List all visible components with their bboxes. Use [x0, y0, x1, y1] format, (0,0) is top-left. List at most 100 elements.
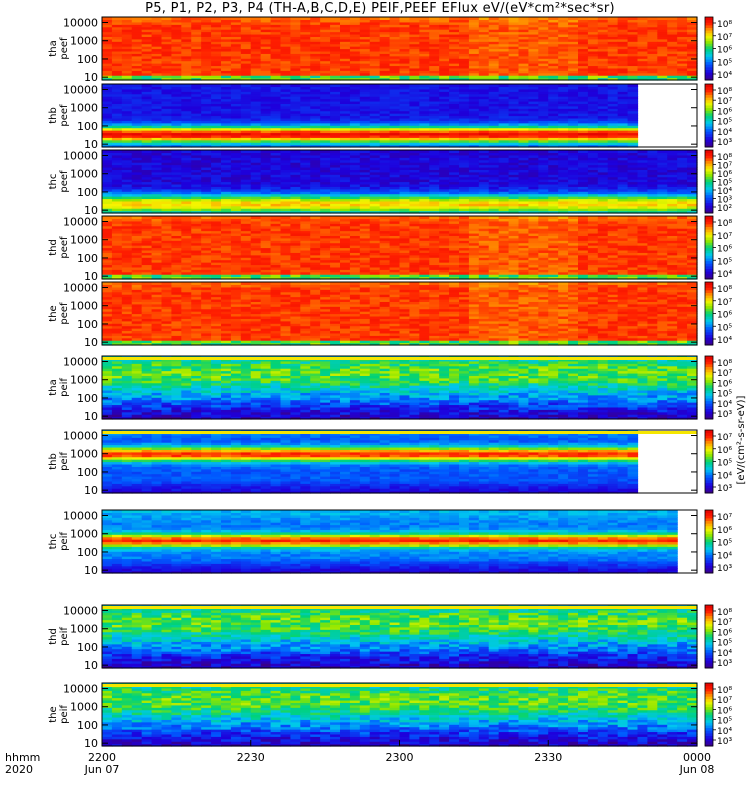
spectrogram-cell [627, 88, 639, 92]
spectrogram-cell [429, 144, 440, 148]
spectrogram-cell [280, 88, 292, 92]
spectrogram-cell [349, 26, 361, 30]
spectrogram-cell [587, 122, 599, 126]
colorbar-tick-label: 10⁴ [717, 71, 732, 81]
spectrogram-cell [121, 98, 133, 102]
spectrogram-cell [429, 43, 440, 47]
spectrogram-cell [597, 33, 609, 37]
spectrogram-cell [578, 103, 589, 107]
spectrogram-cell [280, 93, 292, 97]
spectrogram-cell [379, 67, 391, 71]
spectrogram-cell [349, 53, 361, 57]
spectrogram-cell [221, 17, 232, 21]
spectrogram-cell [419, 134, 430, 138]
spectrogram-cell [111, 50, 123, 54]
spectrogram-cell [568, 55, 579, 59]
spectrogram-cell [260, 142, 272, 146]
spectrogram-cell [687, 48, 698, 52]
spectrogram-cell [310, 26, 321, 30]
spectrogram-cell [449, 17, 460, 21]
spectrogram-cell [399, 122, 411, 126]
spectrogram-cell [230, 46, 242, 50]
spectrogram-cell [141, 181, 153, 185]
spectrogram-cell [369, 93, 381, 97]
spectrogram-cell [260, 98, 272, 102]
spectrogram-cell [389, 63, 401, 67]
spectrogram-cell [389, 38, 401, 42]
spectrogram-cell [290, 21, 301, 25]
spectrogram-cell [131, 120, 143, 124]
spectrogram-cell [607, 139, 619, 143]
spectrogram-cell [111, 152, 123, 156]
spectrogram-cell [657, 17, 668, 21]
spectrogram-cell [637, 17, 649, 21]
spectrogram-cell [508, 122, 520, 126]
spectrogram-cell [191, 120, 202, 124]
spectrogram-cell [468, 103, 480, 107]
spectrogram-cell [488, 72, 500, 76]
spectrogram-cell [389, 19, 401, 23]
spectrogram-cell [300, 88, 311, 92]
spectrogram-cell [429, 60, 440, 64]
spectrogram-cell [449, 75, 460, 79]
spectrogram-cell [359, 21, 371, 25]
spectrogram-cell [102, 157, 113, 161]
spectrogram-cell [290, 127, 301, 131]
spectrogram-cell [518, 100, 530, 104]
spectrogram-cell [141, 103, 153, 107]
spectrogram-cell [349, 137, 361, 141]
spectrogram-cell [627, 31, 639, 35]
spectrogram-cell [578, 84, 589, 88]
spectrogram-cell [290, 139, 301, 143]
spectrogram-cell [508, 72, 520, 76]
spectrogram-cell [538, 26, 549, 30]
spectrogram-cell [310, 21, 321, 25]
spectrogram-cell [270, 88, 282, 92]
spectrogram-cell [459, 33, 470, 37]
spectrogram-cell [191, 50, 202, 54]
spectrogram-cell [607, 50, 619, 54]
spectrogram-cell [211, 98, 222, 102]
spectrogram-cell [111, 193, 123, 197]
spectrogram-cell [191, 77, 202, 81]
spectrogram-cell [349, 31, 361, 35]
spectrogram-cell [587, 75, 599, 79]
spectrogram-cell [478, 55, 490, 59]
spectrogram-cell [340, 96, 351, 100]
spectrogram-cell [627, 132, 639, 136]
spectrogram-cell [221, 139, 232, 143]
spectrogram-cell [399, 38, 411, 42]
spectrogram-cell [330, 120, 341, 124]
spectrogram-cell [607, 17, 619, 21]
spectrogram-cell [657, 19, 668, 23]
spectrogram-cell [310, 75, 321, 79]
spectrogram-cell [657, 65, 668, 69]
spectrogram-cell [488, 108, 500, 112]
spectrogram-cell [617, 122, 629, 126]
spectrogram-cell [548, 115, 559, 119]
spectrogram-cell [439, 144, 450, 148]
spectrogram-cell [171, 77, 182, 81]
spectrogram-cell [478, 75, 490, 79]
spectrogram-cell [102, 120, 113, 124]
spectrogram-cell [151, 103, 163, 107]
spectrogram-cell [667, 70, 678, 74]
spectrogram-cell [211, 122, 222, 126]
spectrogram-cell [349, 113, 361, 117]
spectrogram-cell [191, 86, 202, 90]
spectrogram-cell [102, 142, 113, 146]
spectrogram-cell [409, 108, 420, 112]
spectrogram-cell [102, 174, 113, 178]
spectrogram-cell [459, 103, 470, 107]
spectrogram-cell [111, 110, 123, 114]
spectrogram-cell [221, 65, 232, 69]
spectrogram-cell [468, 41, 480, 45]
spectrogram-cell [181, 65, 192, 69]
spectrogram-cell [260, 55, 272, 59]
spectrogram-cell [498, 38, 510, 42]
spectrogram-cell [449, 144, 460, 148]
colorbar-cell [705, 141, 713, 145]
colorbar-tick-label: 10⁵ [717, 58, 732, 68]
spectrogram-cell [597, 26, 609, 30]
spectrogram-cell [468, 58, 480, 62]
